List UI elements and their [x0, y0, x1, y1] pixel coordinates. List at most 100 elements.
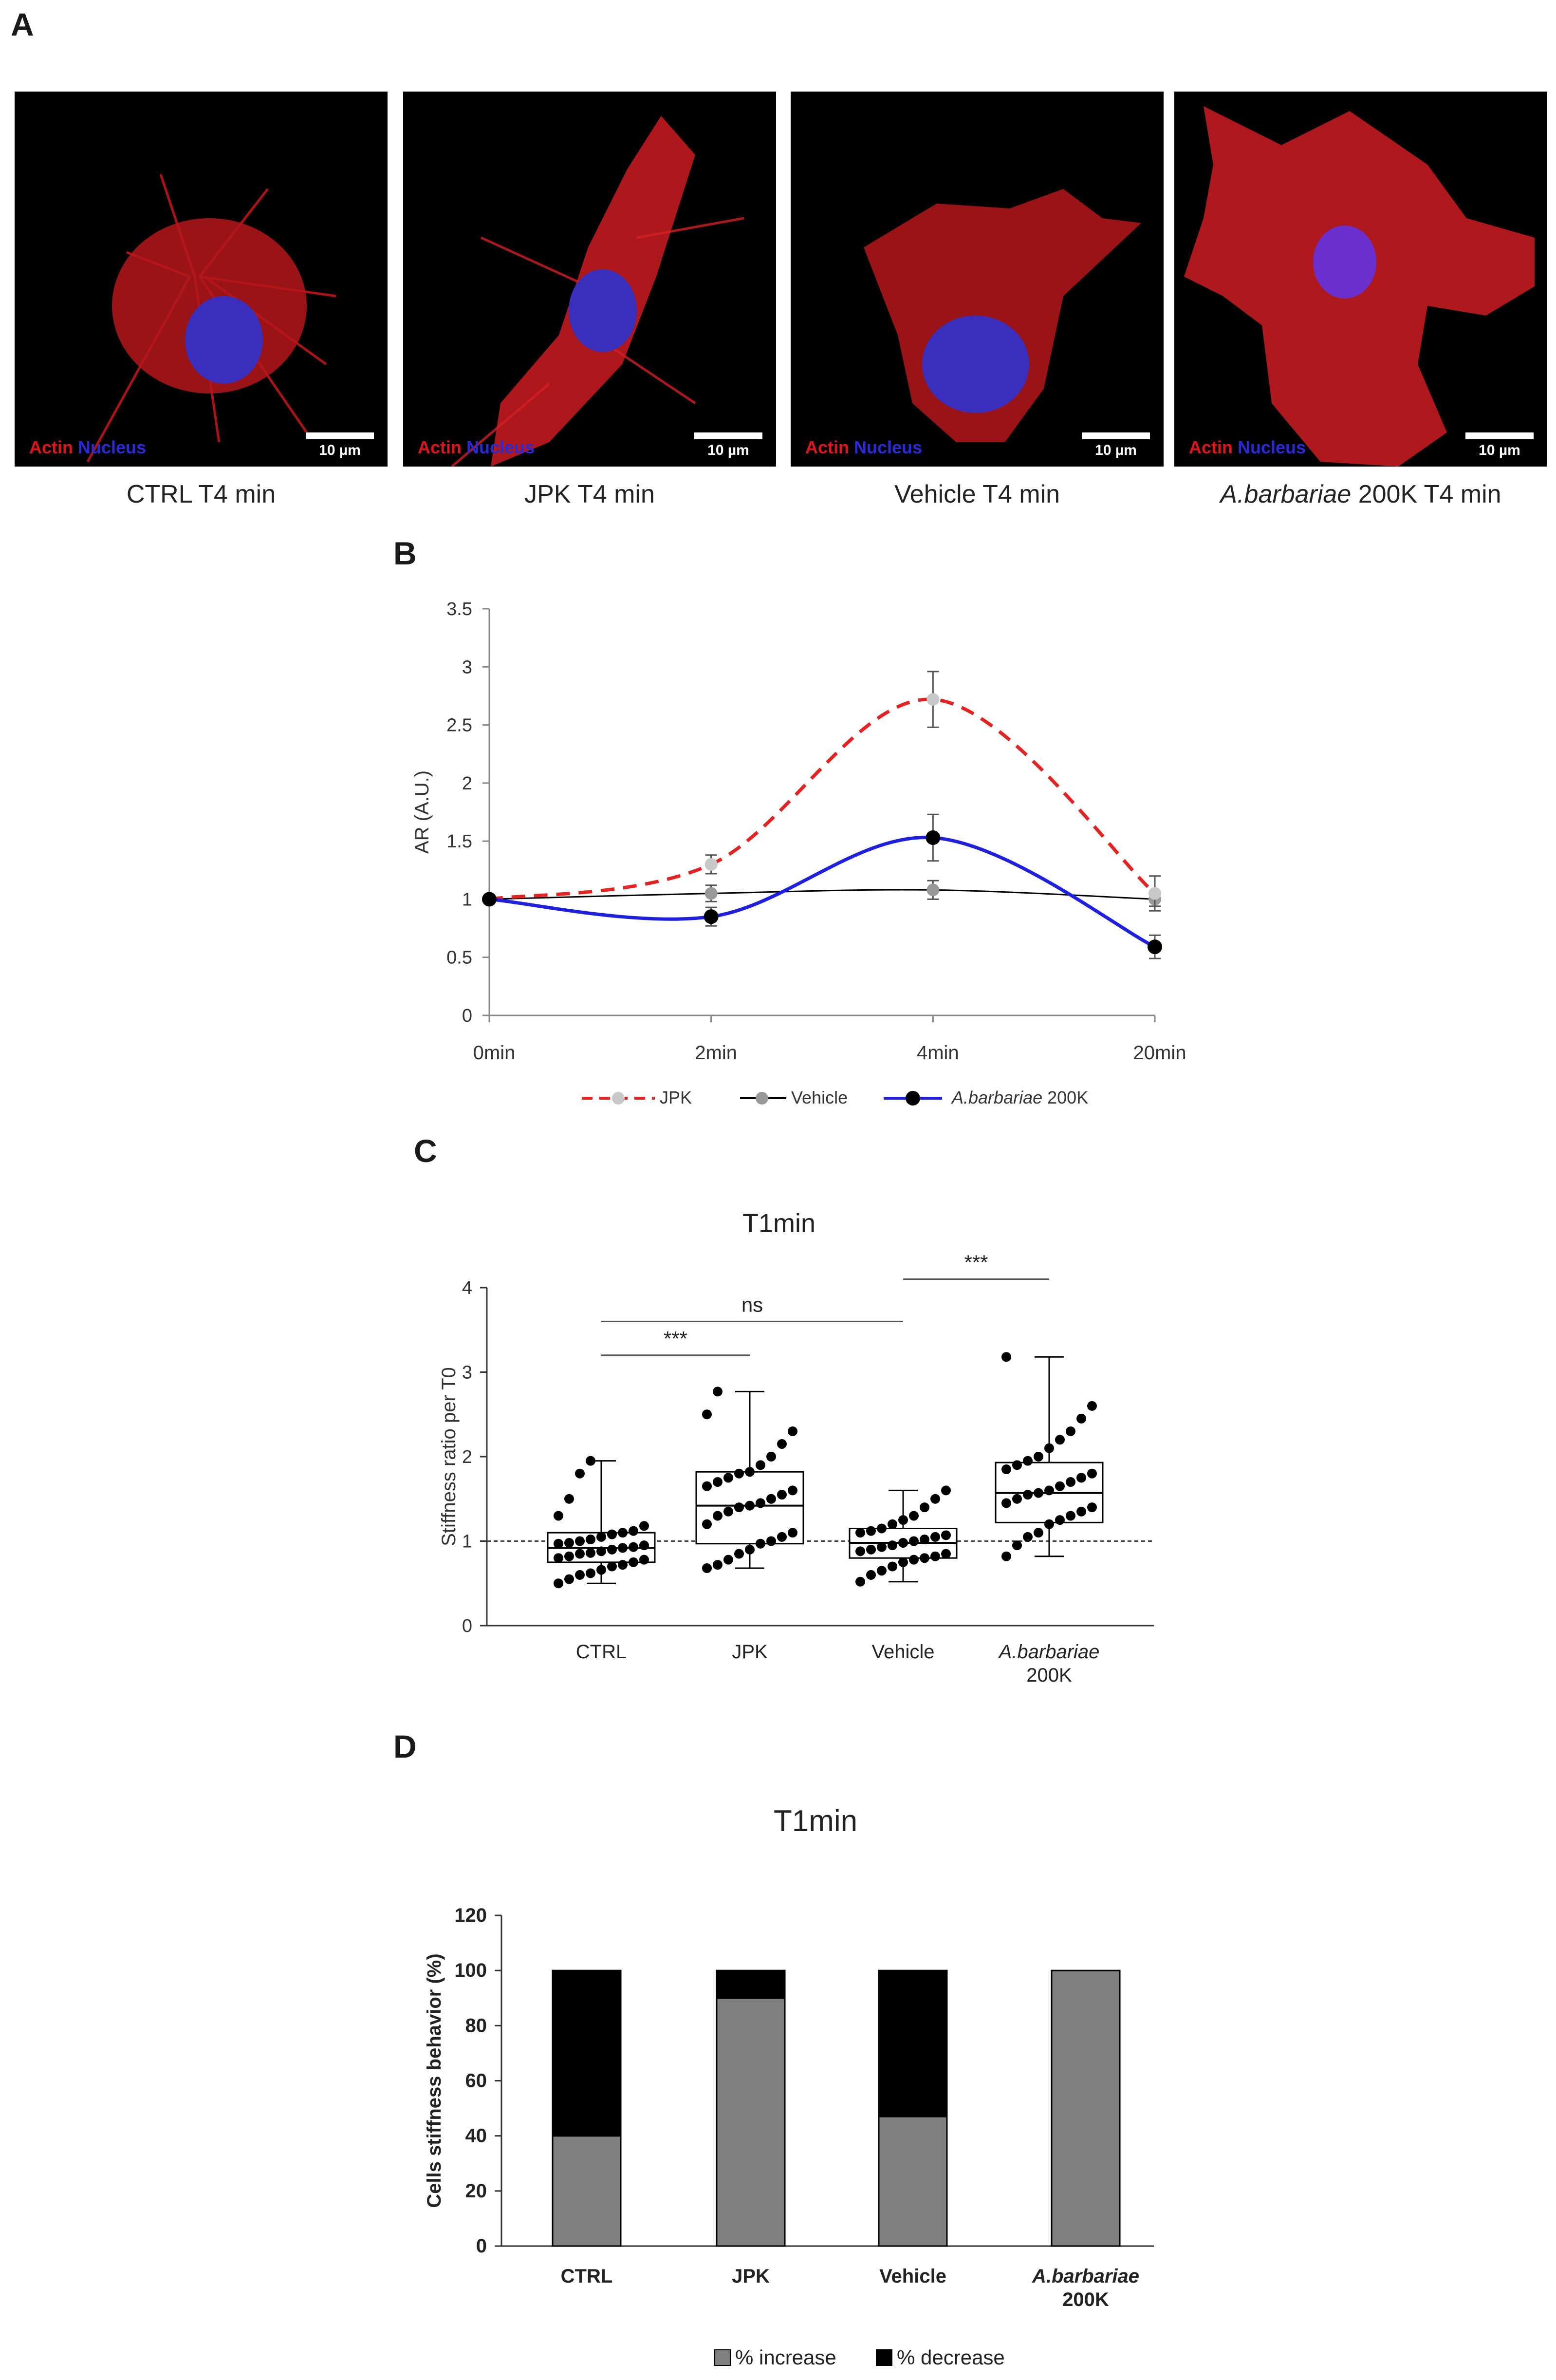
legend-swatch-d [876, 2349, 892, 2366]
bar-segment-decrease [878, 1969, 948, 2118]
y-tick-label-d: 40 [465, 2125, 487, 2147]
y-tick-label-c: 0 [462, 1616, 472, 1636]
y-tick-label-d: 80 [465, 2015, 487, 2036]
y-tick-label-b: 0.5 [446, 948, 472, 968]
data-point [639, 1521, 649, 1531]
x-tick-label-d-line2: 200K [1062, 2289, 1109, 2310]
data-point [734, 1468, 744, 1479]
y-tick-label-b: 1 [462, 889, 472, 910]
caption-vehicle: Vehicle T4 min [894, 480, 1060, 508]
data-point [888, 1540, 897, 1551]
data-point [1066, 1477, 1075, 1487]
bar-segment-decrease [552, 1969, 622, 2137]
data-point-0 [926, 693, 940, 706]
panel-c-letter: C [414, 1133, 437, 1169]
data-point [745, 1467, 755, 1477]
micrograph-ctrl: Actin Nucleus 10 µm [15, 92, 388, 467]
x-tick-label-b: 4min [917, 1042, 959, 1064]
data-point-2 [704, 909, 719, 924]
y-tick-label-c: 3 [462, 1363, 472, 1383]
bar-segment-decrease [716, 1969, 786, 1999]
data-point [745, 1500, 755, 1511]
data-point [554, 1553, 563, 1563]
legend-label-d: % increase [735, 2346, 836, 2369]
data-point [1034, 1488, 1043, 1498]
data-point [941, 1549, 951, 1559]
data-point [1087, 1502, 1097, 1513]
scale-bar: 10 µm [1082, 432, 1150, 459]
data-point [788, 1528, 797, 1538]
data-point [898, 1515, 908, 1525]
stain-legend: Actin Nucleus [418, 437, 535, 457]
data-point [756, 1538, 765, 1549]
caption-ctrl: CTRL T4 min [126, 480, 276, 508]
data-point [777, 1532, 787, 1542]
y-tick-label-b: 2.5 [446, 715, 472, 736]
y-tick-label-c: 4 [462, 1278, 472, 1298]
scale-bar: 10 µm [694, 432, 762, 459]
y-tick-label-b: 0 [462, 1006, 472, 1026]
x-tick-label-c: Vehicle [872, 1641, 935, 1663]
data-point [586, 1548, 595, 1558]
bar-segment-increase [552, 2135, 622, 2247]
y-tick-label-d: 100 [454, 1960, 487, 1981]
data-point [1034, 1452, 1043, 1462]
data-point [855, 1546, 865, 1556]
y-tick-label-b: 3 [462, 657, 472, 677]
chart-title-d: T1min [774, 1804, 857, 1838]
data-point [920, 1502, 929, 1513]
significance-label: ns [741, 1293, 763, 1316]
data-point [702, 1563, 712, 1574]
data-point [713, 1560, 722, 1570]
x-tick-label-c-line2: 200K [1026, 1665, 1072, 1686]
data-point [1034, 1528, 1043, 1538]
data-point [898, 1557, 908, 1567]
data-point [930, 1551, 940, 1561]
data-point [1055, 1515, 1065, 1525]
data-point [941, 1530, 951, 1540]
bar-segment-increase [878, 2116, 948, 2247]
data-point [1044, 1485, 1054, 1496]
data-point-1 [704, 887, 718, 900]
data-point [1087, 1468, 1097, 1479]
x-tick-label-d: JPK [732, 2266, 770, 2287]
data-point [618, 1528, 628, 1538]
data-point [1012, 1460, 1022, 1470]
data-point [1087, 1401, 1097, 1411]
data-point [564, 1551, 574, 1561]
data-point-2 [926, 830, 941, 845]
data-point [607, 1561, 617, 1572]
data-point [920, 1553, 929, 1563]
data-point [734, 1502, 744, 1513]
bar-segment-increase [1051, 1969, 1121, 2247]
micrograph-jpk: Actin Nucleus 10 µm [403, 92, 776, 467]
data-point [586, 1456, 595, 1466]
data-point [723, 1473, 733, 1483]
y-tick-label-b: 3.5 [446, 599, 472, 619]
data-point [575, 1536, 585, 1546]
y-tick-label-d: 60 [465, 2070, 487, 2092]
data-point [596, 1532, 606, 1542]
data-point [723, 1506, 733, 1517]
box-plot-stiffness: T1min 0 1 2 3 4 Stiffness ratio per T0 CTRL JPK V… [438, 1209, 1154, 1686]
data-point [607, 1544, 617, 1555]
caption-abarbariae: A.barbariae 200K T4 min [1220, 480, 1501, 508]
data-point [575, 1468, 585, 1479]
data-point [888, 1561, 897, 1572]
data-point [639, 1540, 649, 1551]
y-tick-label-c: 2 [462, 1447, 472, 1467]
significance-label: *** [664, 1327, 687, 1350]
stain-legend: Actin Nucleus [805, 437, 923, 457]
micrograph-abarbariae: Actin Nucleus 10 µm [1174, 92, 1547, 467]
data-point [723, 1555, 733, 1565]
data-point [920, 1535, 929, 1545]
data-point [866, 1526, 876, 1536]
data-point [1001, 1498, 1011, 1508]
cell-image-ctrl [86, 174, 336, 463]
data-point [1012, 1540, 1022, 1551]
stain-legend: Actin Nucleus [29, 437, 147, 457]
data-point-2 [482, 892, 497, 907]
scale-bar: 10 µm [306, 432, 374, 459]
x-tick-label-c: JPK [732, 1641, 768, 1663]
